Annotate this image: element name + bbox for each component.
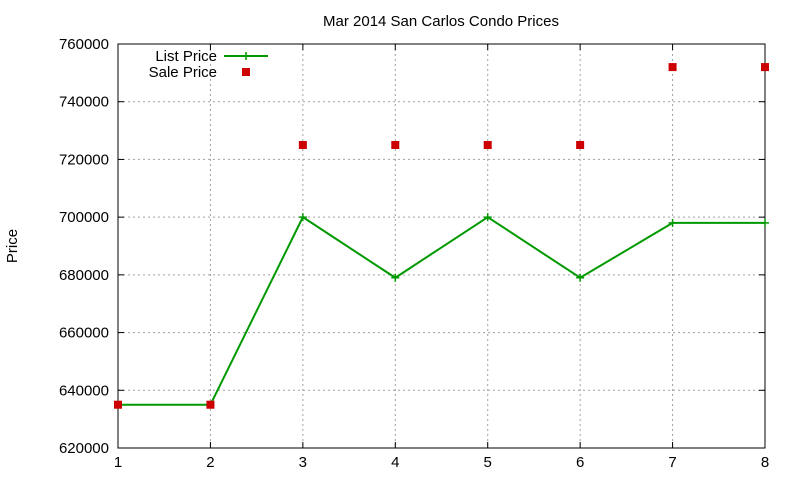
sale-price-point bbox=[391, 141, 400, 149]
y-tick-label: 680000 bbox=[59, 267, 109, 284]
x-tick-label: 3 bbox=[299, 454, 307, 471]
sale-price-point bbox=[483, 141, 492, 149]
y-tick-label: 620000 bbox=[59, 440, 109, 457]
list-price-point bbox=[391, 273, 400, 282]
list-price-point bbox=[761, 218, 769, 227]
x-tick-label: 8 bbox=[761, 454, 769, 471]
list-price-point bbox=[298, 213, 307, 222]
sale-price-point bbox=[576, 141, 585, 149]
sale-price-point bbox=[668, 63, 677, 72]
x-tick-label: 4 bbox=[391, 454, 399, 471]
x-tick-label: 5 bbox=[484, 454, 492, 471]
chart-title: Mar 2014 San Carlos Condo Prices bbox=[323, 13, 559, 30]
x-tick-label: 2 bbox=[206, 454, 214, 471]
legend-label-sale-price: Sale Price bbox=[149, 64, 217, 81]
x-tick-label: 1 bbox=[114, 454, 122, 471]
list-price-point bbox=[668, 218, 677, 227]
y-tick-label: 760000 bbox=[59, 36, 109, 53]
grid bbox=[118, 44, 765, 448]
sale-price-point bbox=[206, 400, 215, 409]
x-tick-label: 6 bbox=[576, 454, 584, 471]
y-axis-label: Price bbox=[4, 229, 21, 263]
list-price-point bbox=[483, 213, 492, 222]
sale-price-point bbox=[761, 63, 769, 72]
series-layer bbox=[114, 63, 769, 409]
axis-ticks: 1 2 3 4 5 6 7 8 620000 640000 660000 680000 700000 72… bbox=[59, 36, 769, 471]
y-tick-label: 660000 bbox=[59, 325, 109, 342]
list-price-point bbox=[576, 273, 585, 282]
legend: List Price Sale Price bbox=[149, 48, 268, 81]
y-tick-label: 640000 bbox=[59, 382, 109, 399]
plot-frame bbox=[117, 43, 766, 449]
x-tick-label: 7 bbox=[668, 454, 676, 471]
sale-price-point bbox=[114, 400, 122, 409]
legend-label-list-price: List Price bbox=[155, 48, 217, 65]
list-price-line bbox=[118, 215, 765, 406]
legend-marker-list-price bbox=[242, 52, 250, 60]
y-tick-label: 740000 bbox=[59, 94, 109, 111]
y-tick-label: 720000 bbox=[59, 151, 109, 168]
legend-marker-sale-price bbox=[242, 68, 250, 76]
sale-price-point bbox=[298, 141, 307, 149]
y-tick-label: 700000 bbox=[59, 209, 109, 226]
